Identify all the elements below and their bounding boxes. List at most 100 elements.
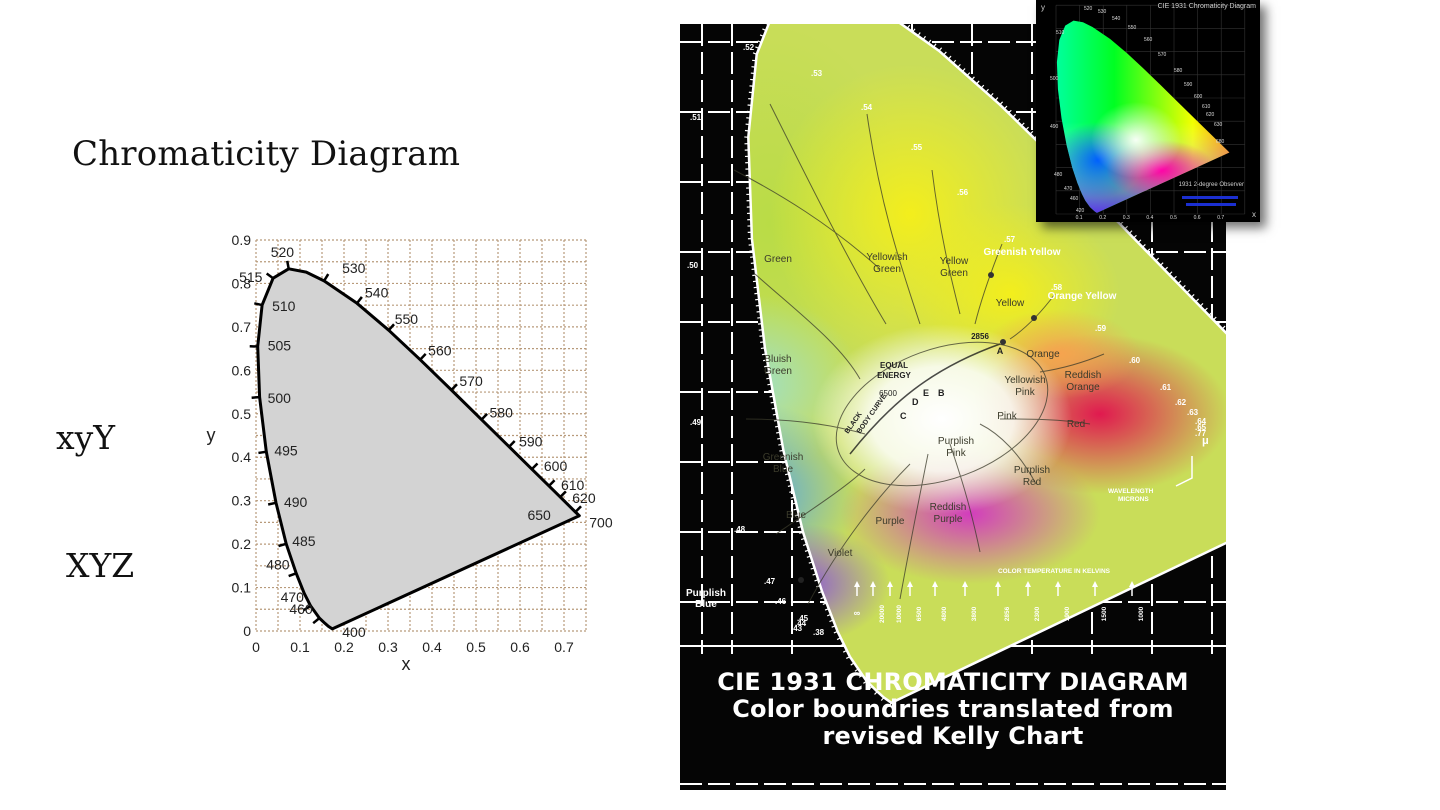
wavelength-label: 570 [459,373,483,389]
kelly-region-label: Green [873,264,901,275]
y-tick-label: 0 [243,623,251,639]
kelly-edge-tick [762,28,767,31]
color-temp-label: 1900 [1064,606,1071,621]
kelly-region-label: Blue [695,599,717,610]
kelly-caption-line3: revised Kelly Chart [822,722,1084,750]
kelly-edge-tick [784,473,790,476]
y-tick-label: 0.6 [232,362,252,378]
kelly-edge-tick [850,662,855,666]
kelly-edge-tick [765,371,770,374]
kelly-edge-tick [774,425,780,428]
micron-unit: μ [1202,435,1209,447]
kelly-edge-tick [1182,284,1186,289]
inset-x-tick: 0.7 [1217,215,1224,221]
color-temp-label: 10000 [896,605,903,623]
point-label-a: A [997,346,1004,356]
kelly-edge-tick [863,680,868,684]
kelly-edge-tick [752,52,757,55]
wavelength-label: 490 [284,494,308,510]
y-tick-label: 0.5 [232,406,252,422]
wavelength-label: 590 [519,434,543,450]
inset-wavelength-label: 680 [1216,139,1225,145]
inset-x-label: x [1252,210,1256,219]
wavelength-tick [548,479,556,487]
kelly-edge-label: .50 [687,261,699,270]
kelly-edge-tick [824,608,829,611]
kelly-boundary [999,418,1091,425]
kelly-edge-tick [778,443,783,446]
kelly-edge-tick [808,561,813,564]
kelly-edge-tick [1128,230,1133,234]
wavelength-label: 470 [281,589,305,605]
inset-x-tick: 0.2 [1099,215,1106,221]
kelly-edge-tick [767,383,772,386]
x-axis-label: x [402,654,411,674]
kelly-edge-tick [755,46,760,49]
kelly-edge-tick [1025,126,1029,131]
kelly-region-label: Purplish [938,436,974,447]
color-temp-arrowhead [1055,581,1061,587]
kelly-edge-tick [833,630,838,634]
kelly-edge-tick [1119,221,1124,225]
wavelength-tick [574,505,582,513]
kelly-edge-tick [768,389,773,392]
kelly-edge-tick [1146,248,1151,253]
wavelength-pointer [1175,456,1193,487]
color-temp-arrowhead [870,581,876,587]
kelly-edge-tick [1199,303,1204,307]
wavelength-label: 500 [268,390,292,406]
equal-energy-label: ENERGY [877,371,911,380]
wavelength-tick [254,302,263,307]
kelly-edge-tick [846,656,851,660]
y-tick-label: 0.1 [232,580,252,596]
inset-wavelength-label: 500 [1050,76,1059,82]
color-temp-arrowhead [995,581,1001,587]
kelly-edge-label: .54 [861,103,873,112]
inset-wavelength-label: 420 [1076,208,1085,214]
kelly-edge-tick [1186,289,1191,294]
wavelength-tick [288,572,297,578]
kelly-edge-tick [759,34,765,37]
inset-wavelength-label: 560 [1144,37,1153,43]
kelly-edge-label: .63 [1187,408,1199,417]
cie-inset-image: 520 530 540 550 560 570 580 590 600 610 620 630 680 5… [1036,0,1260,222]
kelly-edge-label: .43 [791,624,803,633]
wavelength-label: 610 [561,477,585,493]
kelly-boundary [745,418,866,435]
kelly-inner-ellipse [835,341,1049,487]
kelly-edge-tick [1159,262,1164,266]
kelly-region-label: Green [764,366,792,377]
inset-x-tick: 0.6 [1194,215,1201,221]
kelly-edge-tick [1195,298,1200,303]
kelly-edge-tick [1008,109,1012,114]
x-tick-label: 0.5 [466,639,486,655]
kelly-edge-tick [1133,234,1137,239]
kelly-edge-label: .52 [743,43,755,52]
kelly-edge-tick [779,449,784,452]
x-tick-label: 0 [252,639,260,655]
kelly-edge-tick [822,602,827,605]
x-tick-label: 0.4 [422,639,442,655]
kelly-caption-title: CIE 1931 CHROMATICITY DIAGRAM [717,668,1189,696]
inset-subtitle: 1931 2-degree Observer [1179,182,1244,188]
wavelength-label: 485 [292,533,316,549]
kelly-edge-label: .62 [1175,398,1187,407]
color-temp-arrowhead [1092,581,1098,587]
black-body-curve [849,343,1001,455]
kelly-edge-tick [874,691,878,695]
kelly-edge-tick [1204,307,1208,312]
kelly-edge-label: .60 [1129,356,1141,365]
kelly-edge-label: .44 [795,619,807,628]
kelly-edge-tick [1142,243,1146,248]
point-label-e: E [923,388,929,398]
inset-wavelength-label: 610 [1202,104,1211,110]
wavelength-label: 580 [490,405,514,421]
kelly-edge-labels: .52 .53 .54 .55 .56 .57 .58 .59 .60 .61.62.63.64.… [687,43,1209,637]
inset-wavelength-label: 460 [1070,196,1079,202]
inset-wavelength-label: 530 [1098,9,1107,15]
kelly-edge-tick [1003,105,1008,110]
wavelength-label: 505 [268,338,292,354]
wavelength-label: 530 [342,260,366,276]
kelly-edge-tick [971,76,975,81]
